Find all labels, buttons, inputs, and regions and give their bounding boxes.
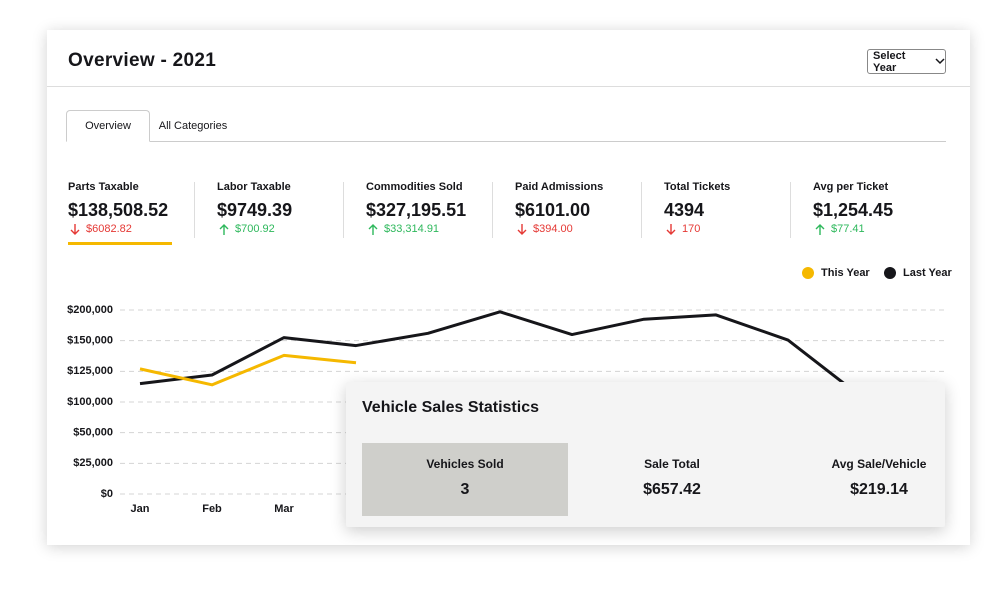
- y-tick-label: $125,000: [67, 365, 113, 377]
- kpi-label: Commodities Sold: [366, 181, 463, 193]
- tab-line: [66, 141, 946, 142]
- kpi-label: Total Tickets: [664, 181, 731, 193]
- popup-title: Vehicle Sales Statistics: [362, 399, 539, 416]
- stat-box: Sale Total $657.42: [569, 443, 775, 516]
- stat-label: Vehicles Sold: [426, 457, 504, 471]
- stat-value: $219.14: [850, 481, 908, 498]
- kpi-change: 170: [682, 223, 701, 235]
- trend-icon: [219, 224, 229, 235]
- kpi-divider: [641, 182, 642, 238]
- kpi-underline: [68, 242, 172, 245]
- stat-box: Vehicles Sold 3: [362, 443, 568, 516]
- kpi-value: $1,254.45: [813, 200, 894, 220]
- stat-value: $657.42: [643, 481, 701, 498]
- kpi-change: $77.41: [831, 223, 865, 235]
- stat-label: Sale Total: [644, 457, 700, 471]
- kpi-divider: [790, 182, 791, 238]
- legend-label: Last Year: [903, 267, 952, 279]
- tab[interactable]: All Categories: [158, 119, 228, 132]
- kpi-label: Parts Taxable: [68, 181, 139, 193]
- trend-icon: [666, 224, 676, 235]
- y-tick-label: $200,000: [67, 304, 113, 316]
- kpi-label: Avg per Ticket: [813, 181, 889, 193]
- select-label: Select Year: [873, 49, 906, 74]
- kpi-value: $138,508.52: [68, 200, 169, 220]
- tab[interactable]: Overview: [66, 110, 150, 142]
- trend-icon: [70, 224, 80, 235]
- trend-icon: [517, 224, 527, 235]
- y-tick-label: $25,000: [73, 457, 113, 469]
- x-tick-label: Jan: [131, 503, 150, 515]
- legend-dot: [884, 267, 896, 279]
- y-tick-label: $0: [101, 488, 113, 500]
- kpi-divider: [492, 182, 493, 238]
- legend-label: This Year: [821, 267, 870, 279]
- y-tick-label: $50,000: [73, 427, 113, 439]
- y-tick-label: $100,000: [67, 396, 113, 408]
- page-title: Overview - 2021: [68, 50, 217, 71]
- kpi-change: $33,314.91: [384, 223, 440, 235]
- x-tick-label: Feb: [202, 503, 222, 515]
- y-tick-label: $150,000: [67, 335, 113, 347]
- kpi-divider: [343, 182, 344, 238]
- kpi-value: $327,195.51: [366, 200, 467, 220]
- kpi-change: $700.92: [235, 223, 275, 235]
- kpi-change: $6082.82: [86, 223, 132, 235]
- line-series: [139, 310, 861, 398]
- stats-popup: Vehicle Sales Statistics Vehicles Sold 3 S…: [346, 382, 945, 527]
- trend-icon: [815, 224, 825, 235]
- kpi-label: Labor Taxable: [217, 181, 291, 193]
- stat-box: Avg Sale/Vehicle $219.14: [776, 443, 982, 516]
- stat-value: 3: [460, 481, 470, 498]
- kpi-divider: [194, 182, 195, 238]
- kpi-value: 4394: [664, 200, 705, 220]
- stat-label: Avg Sale/Vehicle: [831, 457, 927, 471]
- chevron-icon: [935, 58, 945, 65]
- divider: [47, 86, 970, 87]
- kpi-value: $9749.39: [217, 200, 293, 220]
- line-series: [139, 353, 357, 387]
- trend-icon: [368, 224, 378, 235]
- x-tick-label: Mar: [274, 503, 294, 515]
- select-year[interactable]: Select Year: [867, 49, 946, 74]
- kpi-value: $6101.00: [515, 200, 591, 220]
- kpi-change: $394.00: [533, 223, 573, 235]
- legend-dot: [802, 267, 814, 279]
- kpi-label: Paid Admissions: [515, 181, 604, 193]
